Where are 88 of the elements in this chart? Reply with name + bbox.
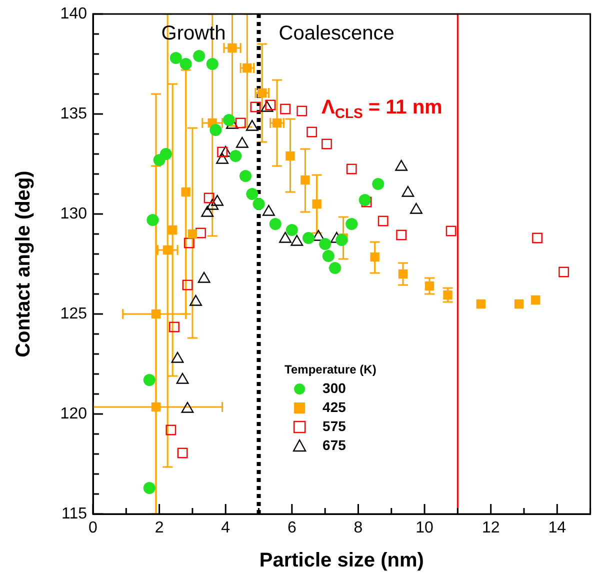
- point: [160, 148, 172, 160]
- point: [163, 245, 172, 255]
- point: [346, 164, 357, 174]
- legend-title: Temperature (K): [284, 362, 376, 376]
- point: [143, 482, 156, 494]
- point: [361, 196, 372, 208]
- point: [204, 192, 214, 204]
- y-tick-label: 120: [60, 405, 88, 422]
- point: [346, 218, 358, 230]
- point: [257, 88, 267, 98]
- point: [269, 218, 282, 230]
- point: [443, 290, 452, 300]
- x-tick-label: 12: [482, 519, 500, 536]
- point: [206, 58, 218, 70]
- point: [196, 228, 206, 238]
- point: [222, 114, 235, 126]
- point: [151, 402, 161, 412]
- point: [312, 199, 322, 209]
- x-tick-label: 0: [88, 519, 98, 536]
- point: [169, 322, 180, 332]
- x-tick-label: 10: [416, 519, 434, 536]
- point: [166, 424, 176, 436]
- point: [322, 138, 332, 150]
- point: [296, 106, 308, 116]
- point: [372, 178, 384, 190]
- point: [252, 198, 265, 210]
- point: [228, 43, 237, 53]
- legend-label: 425: [322, 398, 346, 415]
- y-tick-label: 125: [60, 305, 88, 322]
- point: [396, 230, 407, 240]
- point: [250, 102, 261, 112]
- x-tick-label: 8: [354, 519, 363, 536]
- x-tick-label: 14: [548, 519, 566, 536]
- point: [286, 224, 298, 236]
- point: [182, 280, 193, 290]
- legend-label: 575: [322, 418, 346, 434]
- point: [177, 448, 188, 458]
- y-tick-label: 115: [61, 505, 88, 522]
- point: [170, 52, 182, 64]
- y-tick-label: 130: [60, 205, 88, 222]
- point: [329, 262, 342, 274]
- point: [398, 269, 408, 279]
- point: [370, 252, 380, 262]
- point: [302, 232, 314, 244]
- point: [230, 150, 242, 162]
- legend-label: 300: [322, 380, 346, 396]
- point: [476, 299, 486, 309]
- point: [514, 299, 524, 309]
- point: [306, 126, 318, 138]
- point: [319, 238, 332, 250]
- point: [188, 229, 198, 239]
- point: [286, 151, 295, 161]
- point: [265, 100, 276, 110]
- point: [210, 124, 222, 136]
- point: [378, 216, 388, 226]
- point: [280, 104, 290, 114]
- point: [184, 238, 194, 248]
- y-tick-label: 140: [60, 5, 88, 22]
- point: [151, 309, 161, 319]
- point: [217, 146, 228, 158]
- point: [180, 58, 192, 70]
- point: [424, 281, 434, 291]
- x-axis-title: Particle size (nm): [259, 550, 424, 572]
- point: [322, 250, 334, 262]
- point: [272, 118, 282, 128]
- x-tick-label: 4: [221, 519, 230, 536]
- point: [168, 225, 178, 235]
- point: [246, 188, 258, 200]
- legend-label: 675: [322, 436, 346, 453]
- y-tick-label: 135: [60, 105, 88, 122]
- point: [446, 226, 456, 236]
- point: [193, 50, 206, 62]
- point: [181, 187, 190, 197]
- point: [242, 63, 252, 73]
- x-tick-label: 6: [287, 519, 296, 536]
- x-tick-label: 2: [154, 519, 164, 536]
- point: [558, 266, 569, 278]
- point: [143, 374, 156, 386]
- annotation: Coalescence: [278, 22, 394, 45]
- point: [532, 232, 542, 244]
- point: [235, 118, 246, 128]
- point: [240, 170, 252, 182]
- y-axis-title: Contact angle (deg): [12, 170, 35, 358]
- point: [531, 295, 540, 305]
- point: [336, 234, 348, 246]
- point: [300, 175, 310, 185]
- point: [358, 194, 371, 206]
- point: [146, 214, 159, 226]
